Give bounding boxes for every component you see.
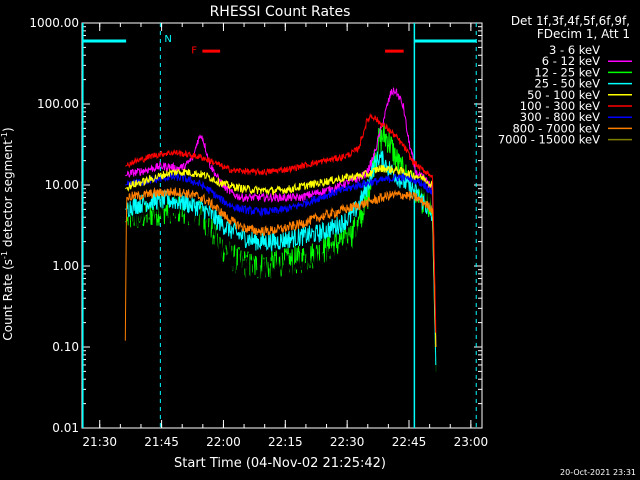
series-line-6-12keV [125,87,437,348]
series-line-800-7000keV [124,186,437,348]
x-tick-label: 23:00 [454,435,489,449]
x-tick-label: 21:45 [144,435,179,449]
legend-title-line-2: FDecim 1, Att 1 [537,27,630,41]
x-axis-label: Start Time (04-Nov-02 21:25:42) [174,456,386,471]
plot-frame [81,22,483,429]
legend: Det 1f,3f,4f,5f,6f,9f, FDecim 1, Att 1 3… [498,14,632,147]
y-tick-label: 1000.00 [29,16,79,30]
y-tick-label: 1.00 [52,259,79,273]
legend-label: 100 - 300 keV [520,99,600,113]
series-line-100-300keV [125,112,437,333]
legend-label: 3 - 6 keV [549,43,600,57]
y-axis-label: Count Rate (s-1 detector segment-1) [0,127,15,340]
legend-title-line-1: Det 1f,3f,4f,5f,6f,9f, [511,14,630,28]
legend-label: 7000 - 15000 keV [498,133,600,147]
x-tick-label: 21:30 [82,435,117,449]
chart-title: RHESSI Count Rates [210,4,351,20]
flare-label: F [191,46,197,57]
series-line-300-800keV [125,171,437,348]
series-line-25-50keV [125,149,437,366]
x-tick-label: 22:45 [392,435,427,449]
y-tick-label: 0.10 [52,340,79,354]
legend-label: 25 - 50 keV [534,77,600,91]
x-tick-label: 22:00 [206,435,241,449]
footer-timestamp: 20-Oct-2021 23:31 [560,468,636,477]
legend-label: 800 - 7000 keV [512,121,600,135]
y-tick-label: 10.00 [45,178,79,192]
x-tick-label: 22:30 [330,435,365,449]
legend-label: 6 - 12 keV [542,54,600,68]
legend-label: 300 - 800 keV [520,110,600,124]
series-line-50-100keV [125,164,437,348]
legend-label: 12 - 25 keV [534,65,600,79]
series-line-3-6keV [125,164,437,372]
legend-label: 50 - 100 keV [527,88,600,102]
y-tick-label: 100.00 [37,97,79,111]
x-tick-label: 22:15 [268,435,303,449]
y-tick-label: 0.01 [52,421,79,435]
night-label: N [164,34,171,45]
